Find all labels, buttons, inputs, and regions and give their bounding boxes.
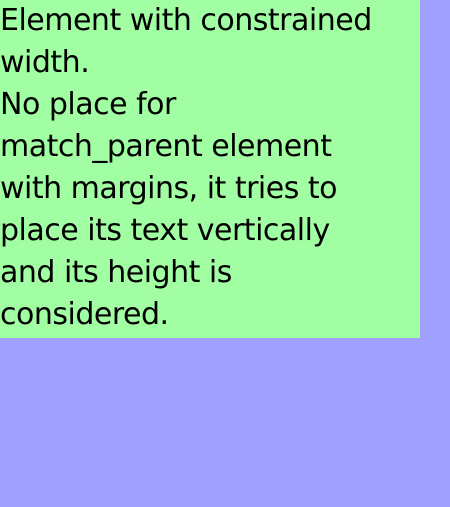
text-line: and its height is [0,255,232,290]
constrained-width-element: Element with constrained width. No place… [0,0,420,338]
text-line: with margins, it tries to [0,171,338,206]
text-line: width. [0,45,90,80]
text-line: Element with constrained [0,3,372,38]
text-line: considered. [0,297,169,332]
text-line: No place for [0,87,176,122]
text-line: place its text vertically [0,213,330,248]
text-line: match_parent element [0,129,332,164]
